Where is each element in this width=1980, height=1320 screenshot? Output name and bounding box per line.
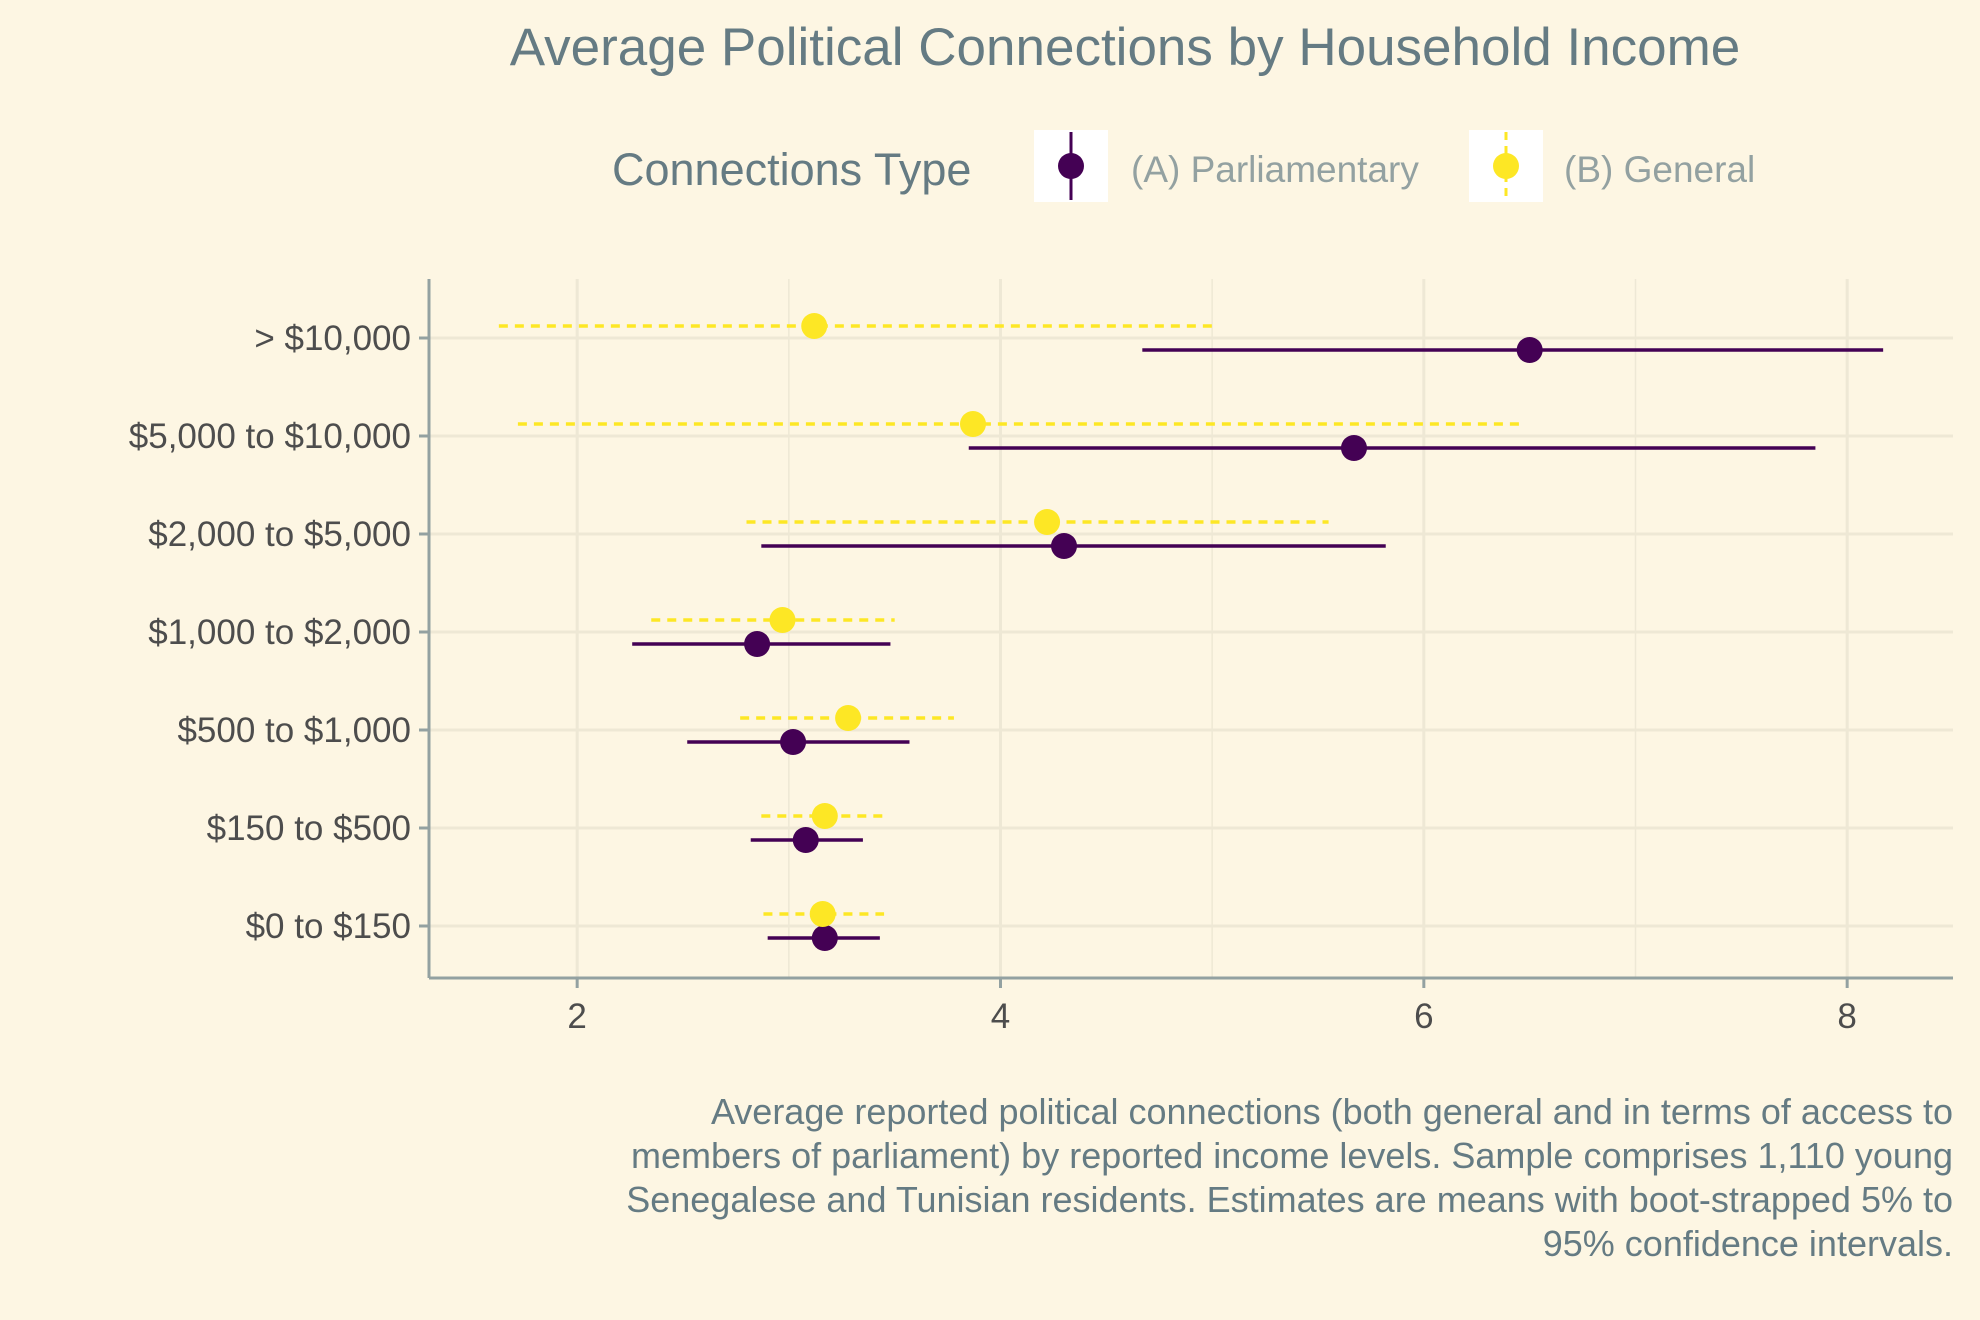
marks — [498, 313, 1884, 951]
point-general — [959, 411, 986, 437]
point-general — [811, 803, 838, 829]
legend: Connections Type (A) Parliamentary (B) G… — [612, 130, 1755, 202]
y-tick-label: $2,000 to $5,000 — [148, 515, 411, 554]
point-parliamentary — [780, 729, 807, 755]
point-general — [801, 313, 828, 339]
y-tick-label: > $10,000 — [254, 319, 411, 358]
point-parliamentary — [744, 631, 771, 657]
legend-title: Connections Type — [612, 144, 971, 195]
point-parliamentary — [811, 925, 838, 951]
caption-line: Average reported political connections (… — [711, 1091, 1953, 1132]
y-tick-label: $5,000 to $10,000 — [129, 417, 411, 456]
legend-label-general: (B) General — [1564, 149, 1755, 190]
y-tick-label: $1,000 to $2,000 — [148, 613, 411, 652]
caption-line: Senegalese and Tunisian residents. Estim… — [626, 1179, 1953, 1220]
tick-labels: > $10,000 $5,000 to $10,000 $2,000 to $5,0… — [129, 319, 1857, 1036]
y-tick-label: $0 to $150 — [246, 907, 411, 946]
caption: Average reported political connections (… — [626, 1091, 1953, 1264]
x-tick-label: 8 — [1837, 997, 1856, 1036]
y-tick-label: $150 to $500 — [207, 809, 411, 848]
chart-title: Average Political Connections by Househo… — [510, 18, 1741, 77]
y-tick-label: $500 to $1,000 — [177, 711, 411, 750]
caption-line: 95% confidence intervals. — [1543, 1223, 1953, 1264]
legend-label-parliamentary: (A) Parliamentary — [1131, 149, 1419, 190]
point-general — [1034, 509, 1061, 535]
x-tick-label: 4 — [991, 997, 1010, 1036]
point-parliamentary — [1516, 337, 1543, 363]
grid — [429, 279, 1953, 978]
legend-key-parliamentary-dot — [1058, 153, 1084, 179]
caption-line: members of parliament) by reported incom… — [631, 1135, 1953, 1176]
point-general — [835, 705, 862, 731]
point-parliamentary — [1340, 435, 1367, 461]
point-general — [809, 901, 836, 927]
point-general — [769, 607, 796, 633]
x-tick-label: 2 — [567, 997, 586, 1036]
point-parliamentary — [792, 827, 819, 853]
point-parliamentary — [1051, 533, 1077, 559]
x-tick-label: 6 — [1414, 997, 1433, 1036]
axes — [419, 279, 1953, 988]
legend-key-general-dot — [1493, 153, 1519, 179]
